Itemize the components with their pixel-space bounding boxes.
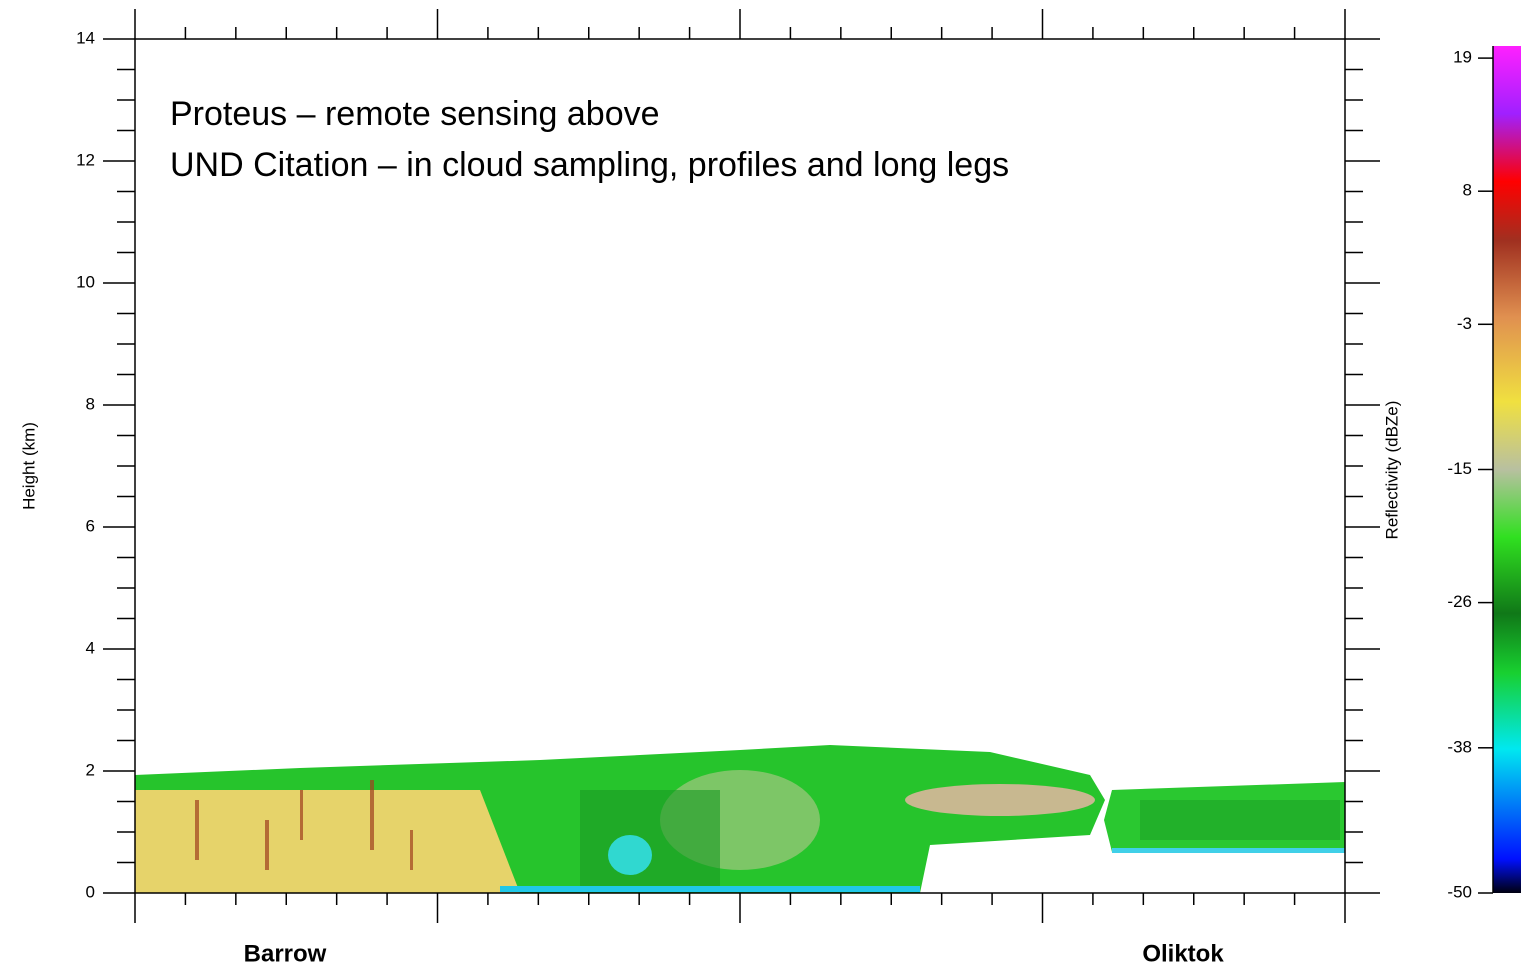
y-tick-label: 8	[86, 394, 95, 413]
colorbar-tick-label: 19	[1453, 48, 1472, 67]
colorbar-tick-label: -15	[1447, 459, 1472, 478]
colorbar-tick-label: -26	[1447, 592, 1472, 611]
colorbar-tick-label: 8	[1463, 181, 1472, 200]
x-label: Barrow	[244, 940, 327, 967]
y-tick-label: 4	[86, 638, 95, 657]
colorbar-tick-label: -50	[1447, 882, 1472, 901]
y-tick-label: 14	[76, 28, 95, 47]
annotation: UND Citation – in cloud sampling, profil…	[170, 146, 1009, 184]
y-tick-label: 12	[76, 150, 95, 169]
y-tick-label: 6	[86, 516, 95, 535]
y-tick-label: 0	[86, 882, 95, 901]
colorbar-label: Reflectivity (dBZe)	[1382, 401, 1401, 540]
colorbar-tick-label: -3	[1457, 314, 1472, 333]
reflectivity-field	[135, 745, 1345, 893]
annotation: Proteus – remote sensing above	[170, 95, 660, 133]
y-tick-label: 2	[86, 760, 95, 779]
x-label: Oliktok	[1142, 940, 1224, 967]
colorbar-tick-label: -38	[1447, 737, 1472, 756]
y-axis-label: Height (km)	[19, 422, 38, 510]
y-tick-label: 10	[76, 272, 95, 291]
colorbar	[1493, 46, 1521, 893]
